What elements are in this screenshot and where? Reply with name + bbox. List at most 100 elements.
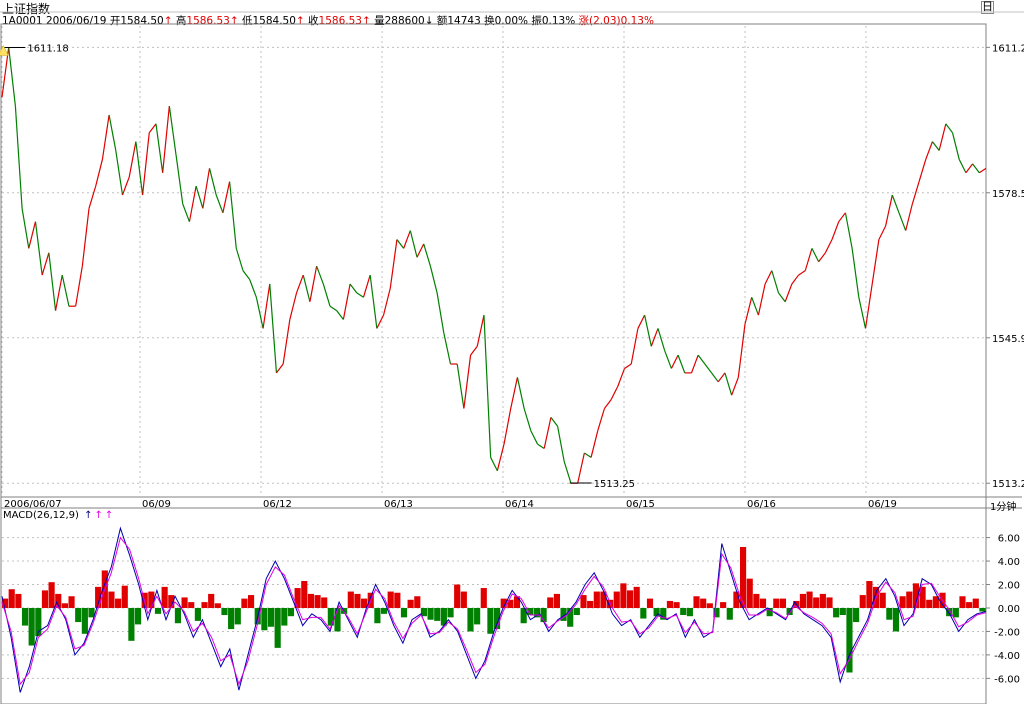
price-segment — [603, 399, 612, 409]
price-segment — [610, 385, 619, 400]
price-segment — [362, 274, 371, 298]
price-segment — [235, 248, 244, 271]
price-segment — [757, 283, 766, 316]
price-segment — [931, 141, 940, 151]
macd-bar — [513, 596, 521, 608]
macd-bar — [354, 593, 361, 608]
price-segment — [584, 452, 592, 458]
up-arrow-icon: ↑ — [229, 15, 239, 27]
price-segment — [677, 354, 686, 374]
x-tick-label: 06/15 — [626, 499, 655, 510]
macd-bar — [533, 607, 541, 618]
macd-bar — [228, 607, 235, 630]
price-segment — [228, 181, 237, 249]
macd-title: MACD(26,12,9) — [3, 510, 79, 521]
macd-bar — [434, 607, 441, 621]
price-segment — [851, 248, 860, 298]
macd-bar — [653, 607, 660, 617]
price-segment — [905, 203, 913, 231]
macd-bar — [261, 607, 268, 631]
x-tick-label: 06/13 — [384, 499, 413, 510]
macd-bar — [81, 607, 88, 634]
up-arrow-icon: ↑ — [361, 15, 371, 27]
macd-bar — [95, 586, 102, 608]
macd-bar — [234, 607, 241, 625]
price-segment — [329, 305, 338, 312]
price-segment — [282, 319, 291, 365]
price-segment — [503, 408, 512, 445]
price-segment — [8, 47, 16, 107]
calendar-icon[interactable]: 日 — [981, 0, 994, 14]
price-tick-label: 1578.5 — [992, 189, 1024, 200]
macd-bar — [201, 602, 208, 608]
macd-bar — [673, 602, 680, 608]
price-segment — [423, 243, 431, 267]
amount-label: 额 — [436, 15, 448, 27]
price-segment — [396, 239, 405, 249]
macd-tick-label: 4.00 — [998, 557, 1020, 568]
price-segment — [141, 132, 150, 196]
price-segment — [75, 266, 83, 307]
macd-bar — [115, 598, 122, 608]
price-segment — [255, 297, 264, 329]
price-segment — [269, 283, 278, 373]
macd-bar — [686, 607, 693, 617]
price-segment — [965, 163, 974, 174]
macd-bar — [294, 588, 301, 608]
price-segment — [938, 123, 947, 151]
price-segment — [222, 181, 231, 213]
macd-bar — [128, 607, 135, 641]
period-button[interactable]: 1分钟 — [990, 502, 1017, 513]
price-segment — [637, 314, 646, 329]
price-segment — [831, 221, 840, 240]
price-segment — [208, 168, 217, 196]
price-segment — [958, 159, 967, 174]
macd-bar — [168, 595, 175, 608]
price-segment — [891, 194, 900, 214]
up-arrow-icon: ↑ — [295, 15, 305, 27]
macd-bar — [28, 607, 35, 646]
macd-bar — [347, 591, 354, 608]
macd-bar — [853, 607, 860, 623]
macd-bar — [214, 603, 221, 608]
price-segment — [262, 283, 271, 329]
price-segment — [202, 168, 211, 209]
macd-bar — [633, 586, 640, 608]
price-segment — [978, 167, 987, 174]
price-segment — [349, 283, 358, 294]
price-segment — [871, 239, 880, 285]
macd-bar — [879, 592, 886, 608]
macd-bar — [15, 593, 22, 608]
price-segment — [336, 310, 344, 320]
macd-bar — [474, 607, 481, 625]
price-segment — [670, 354, 679, 369]
high-marker-icon — [0, 44, 9, 56]
price-segment — [838, 212, 846, 223]
price-segment — [476, 314, 485, 347]
macd-bar — [799, 593, 806, 608]
macd-bar — [2, 598, 9, 608]
up-arrow-icon: ↑ — [163, 15, 173, 27]
price-segment — [416, 243, 425, 258]
macd-bar — [779, 598, 787, 608]
price-segment — [41, 252, 50, 276]
macd-bar — [680, 607, 687, 616]
macd-bar — [527, 607, 534, 616]
price-segment — [61, 274, 70, 307]
macd-bar — [720, 602, 727, 608]
dea-arrow-icon: ↑ — [94, 510, 103, 521]
macd-bar — [899, 596, 906, 608]
price-segment — [624, 363, 632, 369]
price-segment — [537, 443, 545, 450]
macd-bar — [241, 598, 248, 608]
macd-bar — [773, 598, 780, 608]
price-segment — [483, 315, 492, 458]
macd-bar — [932, 596, 939, 608]
macd-bar — [494, 607, 501, 630]
price-segment — [490, 457, 498, 472]
macd-bar — [400, 607, 408, 618]
macd-bar — [500, 598, 507, 608]
price-segment — [115, 150, 124, 196]
